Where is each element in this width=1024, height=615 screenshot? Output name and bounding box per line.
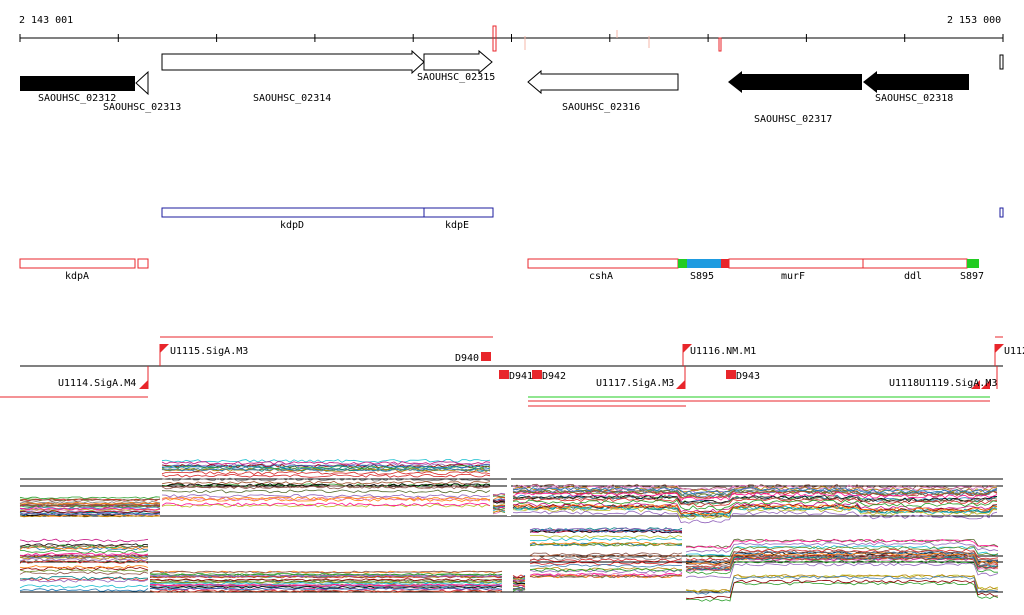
operon-box[interactable] — [423, 207, 494, 218]
operon-label: cshA — [589, 271, 613, 282]
gene-arrow[interactable] — [135, 70, 149, 96]
coordinate-ruler: 2 143 001 2 153 000 — [19, 15, 1004, 52]
tu-label: U1115.SigA.M3 — [170, 346, 248, 357]
tss-flag[interactable] — [683, 344, 692, 353]
tss-flag[interactable] — [971, 380, 980, 389]
operon-box[interactable] — [862, 258, 968, 269]
operon-box[interactable] — [728, 258, 864, 269]
gene-arrow[interactable] — [161, 49, 425, 75]
terminator-box[interactable] — [499, 370, 509, 379]
operon-segment-red — [721, 259, 729, 268]
operon-label: S897 — [960, 271, 984, 282]
tss-flag[interactable] — [160, 344, 169, 353]
tss-flag[interactable] — [995, 344, 1004, 353]
terminator-box[interactable] — [532, 370, 542, 379]
operon-segment-green — [967, 259, 979, 268]
gene-arrow[interactable] — [527, 69, 679, 95]
gene-fragment — [999, 54, 1004, 70]
gene-label: SAOUHSC_02317 — [754, 114, 832, 125]
operon-track-blue: kdpD kdpE — [161, 207, 1004, 231]
ruler-marker — [718, 37, 722, 52]
gene-arrow[interactable] — [863, 71, 969, 93]
operon-label: murF — [781, 271, 805, 282]
tu-label: D941 — [509, 371, 533, 382]
ruler-end-label: 2 153 000 — [947, 15, 1001, 26]
gene-label: SAOUHSC_02313 — [103, 102, 181, 113]
gene-label: SAOUHSC_02315 — [417, 72, 495, 83]
tu-label: U1114.SigA.M4 — [58, 378, 136, 389]
gene-arrow[interactable] — [728, 71, 862, 93]
operon-label: S895 — [690, 271, 714, 282]
transcription-unit-track: U1115.SigA.M3 D940 U1116.NM.M1 U112 U111… — [0, 336, 1024, 407]
terminator-box[interactable] — [481, 352, 491, 361]
tu-label: D943 — [736, 371, 760, 382]
gene-label: SAOUHSC_02318 — [875, 93, 953, 104]
gene-arrow[interactable] — [20, 76, 135, 91]
operon-label: kdpA — [65, 271, 89, 282]
expression-track-reverse — [19, 527, 1003, 602]
operon-box[interactable] — [527, 258, 679, 269]
gene-label: SAOUHSC_02312 — [38, 93, 116, 104]
tss-flag[interactable] — [676, 380, 685, 389]
operon-label: ddl — [904, 271, 922, 282]
ruler-start-label: 2 143 001 — [19, 15, 73, 26]
tss-flag[interactable] — [981, 380, 990, 389]
operon-segment-blue — [687, 259, 721, 268]
tu-label: U1116.NM.M1 — [690, 346, 756, 357]
tu-label: U1118U1119.SigA.M3 — [889, 378, 997, 389]
ruler-marker — [492, 25, 497, 52]
operon-box[interactable] — [161, 207, 425, 218]
operon-box — [137, 258, 149, 269]
operon-track-red: kdpA cshA S895 murF ddl S897 — [19, 258, 984, 282]
tu-label: U112 — [1004, 346, 1024, 357]
tss-flag[interactable] — [139, 380, 148, 389]
tu-label: D940 — [455, 353, 479, 364]
operon-box[interactable] — [19, 258, 136, 269]
gene-label: SAOUHSC_02316 — [562, 102, 640, 113]
tu-label: U1117.SigA.M3 — [596, 378, 674, 389]
operon-box — [999, 207, 1004, 218]
operon-label: kdpD — [280, 220, 304, 231]
gene-track: SAOUHSC_02312 SAOUHSC_02313 SAOUHSC_0231… — [20, 49, 1004, 125]
operon-label: kdpE — [445, 220, 469, 231]
terminator-box[interactable] — [726, 370, 736, 379]
tu-label: D942 — [542, 371, 566, 382]
operon-segment-green — [678, 259, 687, 268]
gene-arrow[interactable] — [423, 49, 493, 75]
expression-track-forward — [19, 458, 1003, 524]
gene-label: SAOUHSC_02314 — [253, 93, 331, 104]
